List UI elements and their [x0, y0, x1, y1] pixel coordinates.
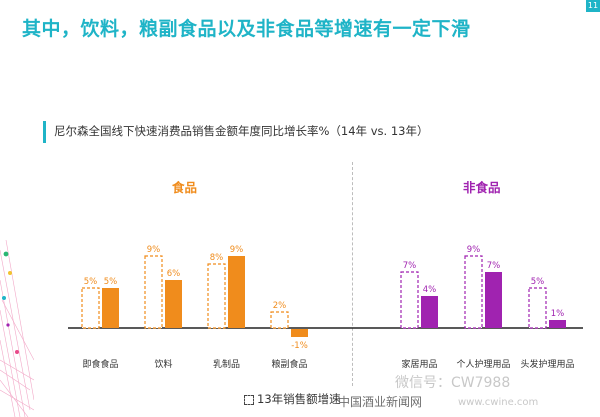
bar-prev-label: 9% — [467, 245, 481, 255]
bar-prev-label: 9% — [147, 245, 161, 255]
category-label: 饮料 — [154, 358, 172, 370]
section-divider — [352, 162, 353, 386]
bar-curr — [228, 256, 245, 328]
subtitle-accent-bar — [43, 121, 46, 143]
bar-prev — [207, 263, 226, 329]
section-label-food: 食品 — [172, 180, 198, 195]
bar-curr-label: 1% — [551, 309, 565, 319]
bar-prev — [144, 255, 163, 329]
bar-prev — [464, 255, 483, 329]
bar-curr — [102, 288, 119, 328]
bar-curr-label: 7% — [487, 261, 501, 271]
category-label: 即食食品 — [82, 358, 118, 370]
bar-prev — [81, 287, 100, 329]
bar-curr-label: 6% — [167, 269, 181, 279]
bar-curr — [549, 320, 566, 328]
watermark-site: www.cwine.com — [458, 397, 539, 408]
bar-curr-label: -1% — [291, 341, 308, 351]
bar-prev-label: 8% — [210, 253, 224, 263]
bar-curr — [421, 296, 438, 328]
bar-prev-label: 5% — [531, 277, 545, 287]
bar-curr — [165, 280, 182, 328]
watermark-wechat: 微信号：CW7988 — [395, 375, 511, 391]
bar-curr-label: 5% — [104, 277, 118, 287]
bar-prev — [400, 271, 419, 329]
category-label: 个人护理用品 — [456, 358, 510, 370]
page-number-badge: 11 — [586, 0, 600, 12]
bar-curr-label: 4% — [423, 285, 437, 295]
bar-prev-label: 5% — [84, 277, 98, 287]
bar-prev-label: 7% — [403, 261, 417, 271]
bar-prev — [528, 287, 547, 329]
bar-curr-label: 9% — [230, 245, 244, 255]
legend: 13年销售额增速 — [244, 391, 341, 407]
category-label: 粮副食品 — [271, 358, 307, 370]
category-label: 头发护理用品 — [520, 358, 574, 370]
decorative-network-graphic — [0, 240, 34, 417]
bar-curr — [485, 272, 502, 328]
chart-subtitle: 尼尔森全国线下快速消费品销售金额年度同比增长率%（14年 vs. 13年） — [54, 124, 429, 138]
category-label: 乳制品 — [213, 358, 240, 370]
bar-curr — [291, 329, 308, 337]
page-title: 其中，饮料，粮副食品以及非食品等增速有一定下滑 — [22, 18, 471, 40]
legend-swatch-prev — [244, 394, 254, 405]
legend-label-prev: 13年销售额增速 — [257, 392, 341, 406]
watermark-site-cn: 中国酒业新闻网 — [338, 395, 423, 409]
bar-prev-label: 2% — [273, 301, 287, 311]
section-label-nonfood: 非食品 — [463, 180, 501, 195]
category-label: 家居用品 — [401, 358, 437, 370]
bar-prev — [270, 311, 289, 329]
